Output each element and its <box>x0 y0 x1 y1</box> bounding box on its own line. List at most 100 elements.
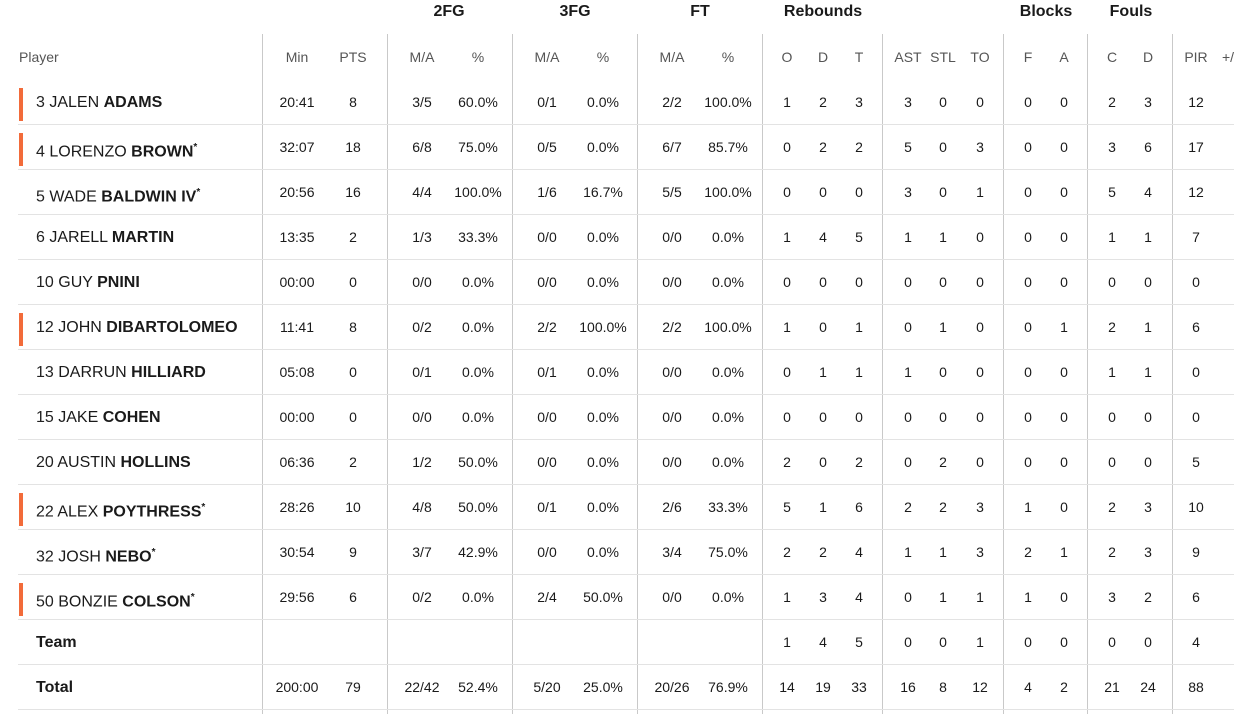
player-row[interactable]: 20 AUSTIN HOLLINS 06:36 2 1/2 50.0% 0/0 0.0% 0/… <box>0 440 1234 485</box>
player-row[interactable]: 12 JOHN DIBARTOLOMEO 11:41 8 0/2 0.0% 2/2 100.… <box>0 305 1234 350</box>
stat-cell: 2/2 <box>662 94 682 110</box>
player-row[interactable]: 4 LORENZO BROWN* 32:07 18 6/8 75.0% 0/5 0.0% 6/… <box>0 125 1234 170</box>
stat-cell: 0 <box>939 634 947 650</box>
group-header-3fg: 3FG <box>559 3 591 20</box>
stat-cell: 79 <box>345 679 361 695</box>
stat-cell: 10 <box>1188 499 1204 515</box>
stat-cell: 1 <box>783 589 791 605</box>
stat-cell: 0 <box>783 139 791 155</box>
stat-cell: 1 <box>939 229 947 245</box>
stat-cell: 0 <box>976 274 984 290</box>
stat-cell: 2 <box>939 499 947 515</box>
group-header-2fg: 2FG <box>433 3 465 20</box>
player-row[interactable]: 10 GUY PNINI 00:00 0 0/0 0.0% 0/0 0.0% 0/0 0.0% 0… <box>0 260 1234 305</box>
player-last-name: PNINI <box>97 274 140 291</box>
stat-cell: 6/8 <box>412 139 432 155</box>
player-number: 6 <box>36 229 45 246</box>
column-header: D <box>817 49 829 65</box>
column-header: Min <box>285 49 309 65</box>
stat-cell: 1 <box>976 184 984 200</box>
stat-cell: 6 <box>855 499 863 515</box>
stat-cell: 21 <box>1104 679 1120 695</box>
team-row: Team 1 4 5 0 0 1 0 0 0 0 4 <box>0 620 1234 665</box>
player-row[interactable]: 50 BONZIE COLSON* 29:56 6 0/2 0.0% 2/4 50.0% 0/… <box>0 575 1234 620</box>
stat-cell: 3 <box>976 544 984 560</box>
stat-cell: 0 <box>1024 634 1032 650</box>
column-divider <box>1087 34 1088 714</box>
stat-cell: 0/2 <box>412 319 432 335</box>
stat-cell: 60.0% <box>458 94 498 110</box>
player-first-name: JOHN <box>58 319 102 336</box>
player-row[interactable]: 3 JALEN ADAMS 20:41 8 3/5 60.0% 0/1 0.0% 2/2 100… <box>0 80 1234 125</box>
player-number: 20 <box>36 454 54 471</box>
player-name[interactable]: 13 DARRUN HILLIARD <box>36 350 206 395</box>
stat-cell: 0/2 <box>412 589 432 605</box>
player-row[interactable]: 13 DARRUN HILLIARD 05:08 0 0/1 0.0% 0/1 0.0% 0/… <box>0 350 1234 395</box>
column-header: Player <box>19 49 59 65</box>
stat-cell: 76.9% <box>708 679 748 695</box>
stat-cell: 0 <box>1060 409 1068 425</box>
stat-cell: 1 <box>855 364 863 380</box>
player-marker <box>19 493 23 526</box>
stat-cell: 0.0% <box>587 229 619 245</box>
player-name[interactable]: 32 JOSH NEBO* <box>36 530 156 575</box>
column-header: +/ <box>1222 49 1234 65</box>
stat-cell: 0 <box>904 634 912 650</box>
player-name[interactable]: 10 GUY PNINI <box>36 260 140 305</box>
stat-cell: 0/0 <box>537 544 557 560</box>
player-row[interactable]: 22 ALEX POYTHRESS* 28:26 10 4/8 50.0% 0/1 0.0%… <box>0 485 1234 530</box>
stat-cell: 1 <box>819 499 827 515</box>
stat-cell: 4/4 <box>412 184 432 200</box>
starter-mark: * <box>193 142 198 153</box>
player-name[interactable]: 6 JARELL MARTIN <box>36 215 174 260</box>
stat-cell: 52.4% <box>458 679 498 695</box>
stat-cell: 24 <box>1140 679 1156 695</box>
stat-cell: 0 <box>1060 274 1068 290</box>
column-header: O <box>781 49 793 65</box>
stat-cell: 4 <box>1192 634 1200 650</box>
stat-cell: 3/7 <box>412 544 432 560</box>
stat-cell: 20:56 <box>279 184 315 200</box>
stat-cell: 0 <box>904 274 912 290</box>
player-name[interactable]: 15 JAKE COHEN <box>36 395 161 440</box>
stat-cell: 0 <box>1024 94 1032 110</box>
player-name[interactable]: 20 AUSTIN HOLLINS <box>36 440 191 485</box>
player-name[interactable]: 4 LORENZO BROWN* <box>36 125 197 170</box>
stat-cell: 0.0% <box>712 274 744 290</box>
stat-cell: 7 <box>1192 229 1200 245</box>
stat-cell: 3 <box>855 94 863 110</box>
stat-cell: 5/20 <box>533 679 561 695</box>
stat-cell: 200:00 <box>275 679 319 695</box>
player-name[interactable]: 5 WADE BALDWIN IV* <box>36 170 200 215</box>
stat-cell: 0.0% <box>587 544 619 560</box>
column-header: PTS <box>339 49 367 65</box>
player-number: 10 <box>36 274 54 291</box>
player-first-name: AUSTIN <box>57 454 117 471</box>
stat-cell: 1/2 <box>412 454 432 470</box>
player-name[interactable]: 3 JALEN ADAMS <box>36 80 162 125</box>
stat-cell: 18 <box>345 139 361 155</box>
stat-cell: 8 <box>349 319 357 335</box>
stat-cell: 1 <box>819 364 827 380</box>
player-name[interactable]: 22 ALEX POYTHRESS* <box>36 485 205 530</box>
player-number: 32 <box>36 548 54 566</box>
stat-cell: 0 <box>1108 454 1116 470</box>
stat-cell: 0 <box>1192 274 1200 290</box>
stat-cell: 75.0% <box>458 139 498 155</box>
row-divider <box>18 709 1234 710</box>
player-row[interactable]: 6 JARELL MARTIN 13:35 2 1/3 33.3% 0/0 0.0% 0/0 0… <box>0 215 1234 260</box>
stat-cell: 12 <box>972 679 988 695</box>
stat-cell: 0.0% <box>462 409 494 425</box>
player-row[interactable]: 15 JAKE COHEN 00:00 0 0/0 0.0% 0/0 0.0% 0/0 0.0%… <box>0 395 1234 440</box>
player-name[interactable]: 50 BONZIE COLSON* <box>36 575 195 620</box>
player-number: 4 <box>36 143 45 161</box>
stat-cell: 0/5 <box>537 139 557 155</box>
player-name[interactable]: 12 JOHN DIBARTOLOMEO <box>36 305 238 350</box>
player-first-name: JARELL <box>49 229 108 246</box>
stat-cell: 0.0% <box>712 409 744 425</box>
player-row[interactable]: 5 WADE BALDWIN IV* 20:56 16 4/4 100.0% 1/6 16.… <box>0 170 1234 215</box>
stat-cell: 12 <box>1188 94 1204 110</box>
player-row[interactable]: 32 JOSH NEBO* 30:54 9 3/7 42.9% 0/0 0.0% 3/4 75.… <box>0 530 1234 575</box>
stat-cell: 3 <box>1144 499 1152 515</box>
stat-cell: 0.0% <box>587 364 619 380</box>
